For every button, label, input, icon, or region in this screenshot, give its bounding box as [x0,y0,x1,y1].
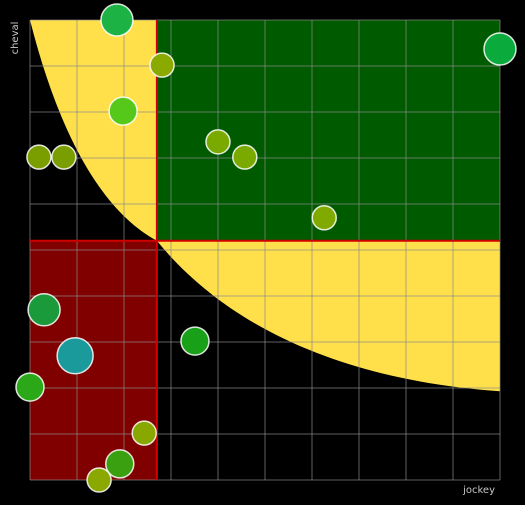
bubble [483,32,517,66]
bubble [149,52,175,78]
bubble [108,96,138,126]
bubble [131,420,157,446]
bubble [105,449,135,479]
bubble [180,326,210,356]
bubble [205,129,231,155]
bubble [232,144,258,170]
bubble [86,467,112,493]
bubble [27,293,61,327]
zone-bottom-right [156,240,500,392]
bubble [311,205,337,231]
bubble [26,144,52,170]
bubble [15,372,45,402]
x-axis-label: jockey [462,485,495,496]
zone-top-left [30,20,157,241]
bubble [51,144,77,170]
bubble [100,3,134,37]
bubble [56,337,94,375]
y-axis-label: cheval [10,22,21,55]
